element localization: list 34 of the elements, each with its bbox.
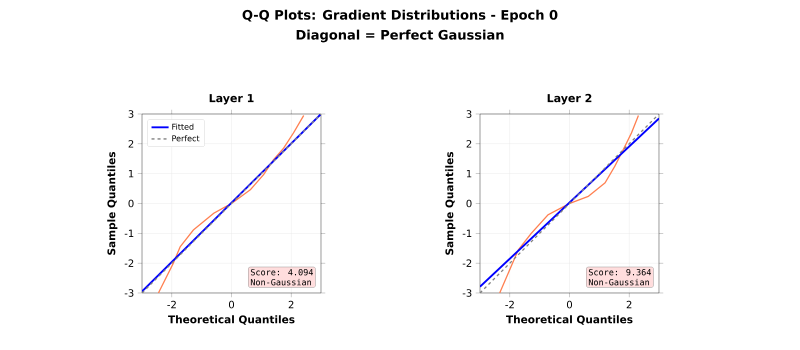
x-axis-title: Theoretical Quantiles (506, 315, 633, 325)
text: Diagonal = Perfect Gaussian (296, 30, 504, 42)
annotation: Non-Gaussian (588, 278, 649, 286)
x-tick-label: -2 (505, 300, 514, 308)
y-tick-label: -1 (462, 230, 472, 237)
chart-title: Layer 1 (210, 94, 254, 104)
annotation: Score: 4.094 (250, 268, 314, 276)
y-tick-label: 2 (466, 140, 472, 148)
chart-title: Layer 2 (548, 94, 592, 104)
text: Q-Q Plots: Gradient Distributions - Epoch 0 (242, 10, 558, 22)
x-tick-label: 0 (228, 300, 234, 308)
y-tick-label: -2 (462, 259, 472, 267)
y-tick-label: -2 (124, 259, 134, 267)
y-tick-label: -3 (124, 289, 134, 297)
y-tick-label: 0 (466, 200, 472, 208)
y-tick-label: -3 (462, 289, 472, 297)
annotation: Non-Gaussian (250, 278, 311, 286)
y-tick-label: 1 (466, 170, 472, 178)
y-tick-label: -1 (124, 230, 134, 237)
x-tick-label: -2 (167, 300, 176, 308)
y-tick-label: 0 (128, 200, 134, 208)
legend-label: Fitted (172, 124, 194, 130)
y-tick-label: 3 (128, 110, 134, 118)
annotation: Score: 9.364 (588, 268, 651, 276)
y-axis-title: Sample Quantiles (445, 152, 456, 255)
x-axis-title: Theoretical Quantiles (168, 315, 295, 325)
y-tick-label: 1 (128, 170, 134, 178)
x-tick-label: 2 (288, 300, 294, 308)
x-tick-label: 0 (566, 300, 572, 308)
y-tick-label: 3 (466, 110, 472, 118)
y-axis-title: Sample Quantiles (107, 152, 118, 255)
legend-label: Perfect (172, 135, 200, 142)
x-tick-label: 2 (626, 300, 632, 308)
y-tick-label: 2 (128, 140, 134, 148)
